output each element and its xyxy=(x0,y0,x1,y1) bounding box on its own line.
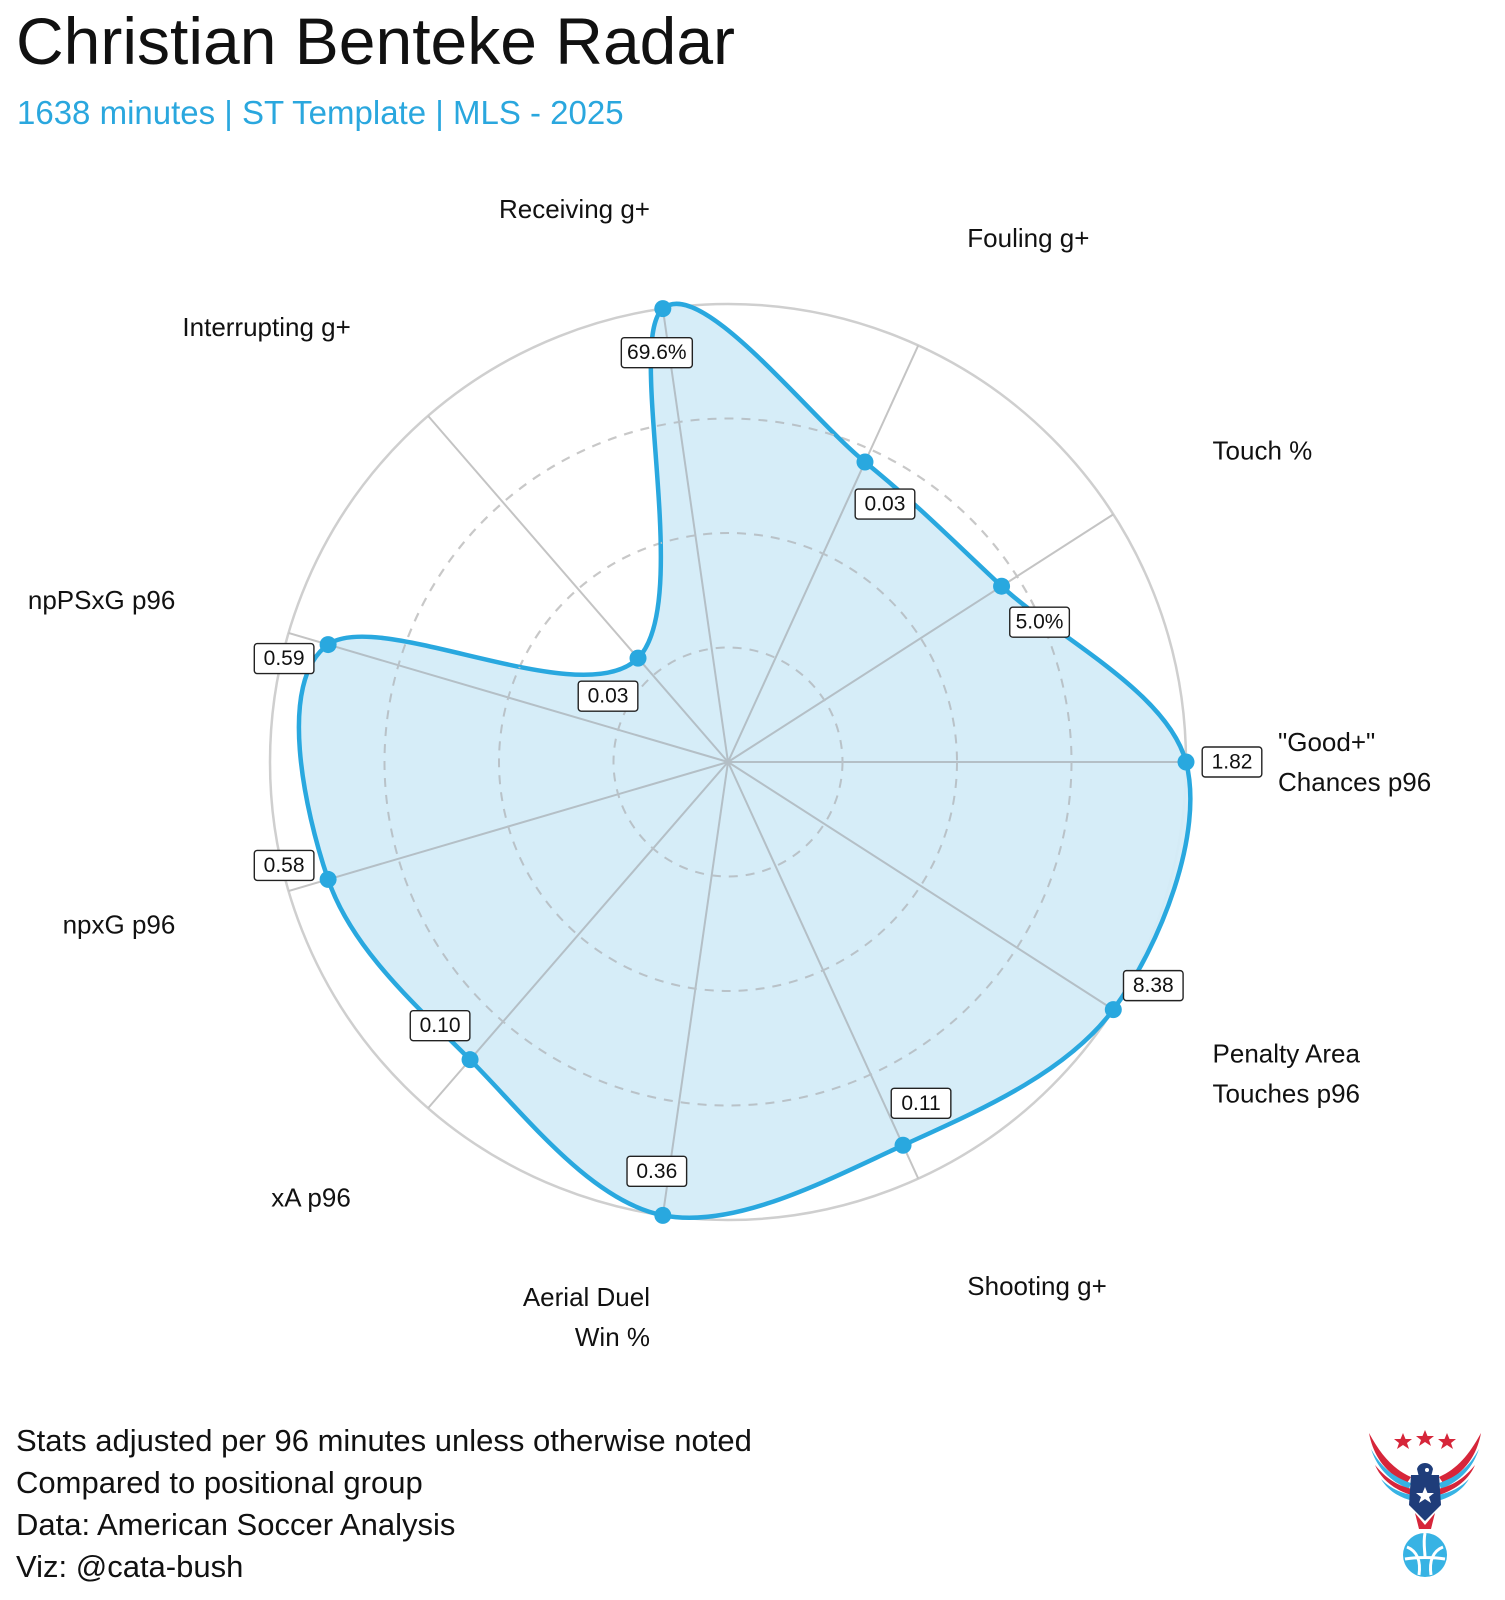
radar-axis-labels: "Good+" Chances p96 Touch % Fouling g+ Aeria… xyxy=(28,194,1431,1352)
spoke-overlay-line xyxy=(469,761,729,1061)
footer-line: Compared to positional group xyxy=(16,1465,423,1500)
value-label-box xyxy=(253,642,315,675)
data-point xyxy=(1177,753,1195,771)
value-label: 5.0% xyxy=(1009,606,1071,638)
value-label: 0.03 xyxy=(577,680,639,712)
data-point xyxy=(993,577,1011,595)
axis-label: "Good+" Chances p96 xyxy=(1278,727,1431,797)
data-point xyxy=(654,1206,672,1224)
axis-label-line: Penalty Area xyxy=(1213,1039,1361,1069)
axis-label-line: Aerial Duel xyxy=(523,1282,650,1312)
value-label: 8.38 xyxy=(1122,969,1184,1002)
footer-line: Stats adjusted per 96 minutes unless oth… xyxy=(16,1423,752,1458)
spoke-overlay-line xyxy=(327,643,729,763)
chart-title: Christian Benteke Radar xyxy=(16,4,736,78)
value-label-box xyxy=(854,488,916,520)
value-label-box xyxy=(409,1009,471,1042)
spoke-overlay-line xyxy=(727,585,1003,763)
value-label-text: 0.59 xyxy=(264,647,305,670)
axis-label: Penalty Area Touches p96 xyxy=(1213,1039,1361,1109)
value-label: 0.03 xyxy=(854,488,916,520)
value-label-box xyxy=(253,849,315,882)
axis-label: Receiving g+ xyxy=(499,194,650,224)
radar-points xyxy=(319,300,1195,1224)
data-point xyxy=(319,636,337,654)
data-point xyxy=(629,649,647,667)
value-label-box xyxy=(1201,746,1263,778)
axis-label: Fouling g+ xyxy=(967,223,1089,253)
grid-ring-overlay xyxy=(498,532,958,992)
value-label: 0.10 xyxy=(409,1009,471,1042)
footer-line: Data: American Soccer Analysis xyxy=(16,1507,456,1542)
value-label-text: 0.03 xyxy=(588,685,629,708)
spoke-overlay-line xyxy=(727,761,904,1146)
axis-label-line: Receiving g+ xyxy=(499,194,650,224)
value-label: 0.59 xyxy=(253,642,315,675)
axis-label-line: Interrupting g+ xyxy=(182,312,350,342)
axis-label-line: Chances p96 xyxy=(1278,767,1431,797)
spoke-overlay-line xyxy=(727,461,866,763)
spoke-overlay-line xyxy=(327,761,729,881)
spoke-overlay-line xyxy=(727,761,1114,1011)
axis-label: Interrupting g+ xyxy=(182,312,350,342)
value-label-text: 8.38 xyxy=(1133,974,1174,997)
data-point xyxy=(894,1136,912,1154)
axis-label: npPSxG p96 xyxy=(28,585,175,615)
axis-label-line: "Good+" xyxy=(1278,727,1375,757)
axis-label-line: Fouling g+ xyxy=(967,223,1089,253)
axis-label: Touch % xyxy=(1213,436,1313,466)
spoke-overlay-line xyxy=(637,657,729,763)
spokes-overlay xyxy=(327,308,1186,1216)
chart-subtitle: 1638 minutes | ST Template | MLS - 2025 xyxy=(17,94,624,131)
value-label-box xyxy=(620,336,694,369)
axis-label: npxG p96 xyxy=(63,909,176,939)
value-label: 0.11 xyxy=(890,1087,952,1119)
footer-notes: Stats adjusted per 96 minutes unless oth… xyxy=(16,1420,752,1588)
value-label-text: 5.0% xyxy=(1016,611,1064,634)
axis-label-line: Touches p96 xyxy=(1213,1079,1360,1109)
data-point xyxy=(461,1051,479,1069)
radar-value-labels: 1.82 5.0% 0.03 69.6% 0.03 0.59 0.58 0.10 0.36 0.1… xyxy=(253,336,1263,1188)
value-label-text: 0.11 xyxy=(901,1092,940,1115)
value-label-box xyxy=(890,1087,952,1119)
value-label: 0.58 xyxy=(253,849,315,882)
value-label-box xyxy=(577,680,639,712)
value-label-box xyxy=(1122,969,1184,1002)
data-point xyxy=(654,300,672,318)
value-label: 0.36 xyxy=(626,1155,688,1188)
axis-label-line: npPSxG p96 xyxy=(28,585,175,615)
value-label-text: 69.6% xyxy=(627,341,687,364)
data-point xyxy=(1104,1001,1122,1019)
axis-label-line: npxG p96 xyxy=(63,909,176,939)
axis-label: Aerial Duel Win % xyxy=(523,1282,650,1352)
value-label-text: 0.58 xyxy=(264,854,305,877)
value-label-box xyxy=(626,1155,688,1188)
axis-label-line: Touch % xyxy=(1213,436,1313,466)
footer-line: Viz: @cata-bush xyxy=(16,1549,244,1584)
eagle-soccer-logo-icon xyxy=(1369,1430,1481,1577)
value-label: 1.82 xyxy=(1201,746,1263,778)
value-label: 69.6% xyxy=(620,336,694,369)
data-point xyxy=(856,453,874,471)
data-point xyxy=(319,870,337,888)
grid-ring-overlay xyxy=(383,417,1073,1107)
value-label-text: 0.10 xyxy=(420,1014,461,1037)
axis-label: xA p96 xyxy=(271,1182,351,1212)
grid-ring-overlay xyxy=(612,646,844,878)
value-label-text: 0.03 xyxy=(865,493,906,516)
axis-label-line: xA p96 xyxy=(271,1182,351,1212)
value-label-box xyxy=(1009,606,1071,638)
axis-label-line: Shooting g+ xyxy=(967,1271,1107,1301)
axis-label: Shooting g+ xyxy=(967,1271,1107,1301)
value-label-text: 0.36 xyxy=(636,1160,677,1183)
axis-label-line: Win % xyxy=(575,1322,650,1352)
value-label-text: 1.82 xyxy=(1212,751,1253,774)
